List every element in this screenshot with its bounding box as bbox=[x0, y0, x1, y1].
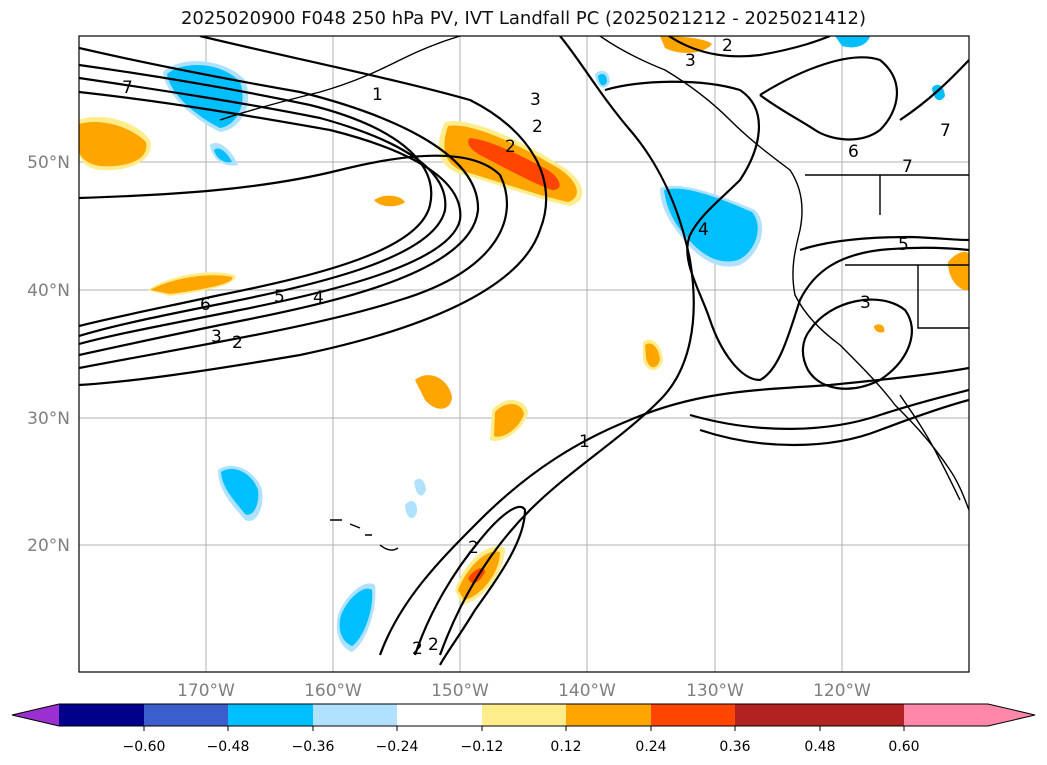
colorbar-segment bbox=[397, 704, 482, 726]
contour-label: 7 bbox=[122, 78, 133, 98]
contour-label: 5 bbox=[274, 287, 285, 307]
contour-label: 4 bbox=[698, 220, 709, 240]
contour-label: 6 bbox=[200, 295, 211, 315]
contour-label: 2 bbox=[428, 635, 439, 655]
contour-label: 3 bbox=[211, 327, 222, 347]
lon-label: 130°W bbox=[686, 681, 744, 701]
contour-label: 7 bbox=[940, 121, 951, 141]
lon-label: 170°W bbox=[177, 681, 235, 701]
contour-label-group: 7 1 3 2 2 3 2 6 7 5 4 3 6 5 4 3 2 1 2 2 … bbox=[122, 36, 951, 659]
pv-positive-anomalies bbox=[79, 36, 969, 605]
contour-label: 6 bbox=[848, 142, 859, 162]
colorbar-tick-label: 0.24 bbox=[635, 739, 666, 755]
map-title: 2025020900 F048 250 hPa PV, IVT Landfall… bbox=[180, 8, 867, 29]
colorbar-tick-label: 0.12 bbox=[550, 739, 581, 755]
contour-label: 3 bbox=[685, 51, 696, 71]
lon-label: 120°W bbox=[813, 681, 871, 701]
lat-label: 40°N bbox=[27, 281, 70, 301]
colorbar-tick-label: −0.12 bbox=[461, 739, 504, 755]
contour-label: 1 bbox=[372, 85, 383, 105]
colorbar-segment bbox=[228, 704, 313, 726]
colorbar-extension-high bbox=[988, 704, 1035, 726]
contour-label: 1 bbox=[579, 432, 590, 452]
contour-label: 2 bbox=[468, 538, 479, 558]
lon-label: 160°W bbox=[304, 681, 362, 701]
contour-label: 7 bbox=[902, 157, 913, 177]
colorbar: −0.60 −0.48 −0.36 −0.24 −0.12 0.12 0.24 … bbox=[11, 703, 1036, 755]
colorbar-tick-label: −0.24 bbox=[376, 739, 419, 755]
contour-label: 2 bbox=[412, 639, 423, 659]
colorbar-segment bbox=[820, 704, 904, 726]
lat-label: 50°N bbox=[27, 153, 70, 173]
longitude-labels: 170°W 160°W 150°W 140°W 130°W 120°W bbox=[177, 681, 871, 701]
contour-label: 2 bbox=[232, 333, 243, 353]
colorbar-tick-label: −0.48 bbox=[207, 739, 250, 755]
colorbar-tick-label: 0.60 bbox=[888, 739, 919, 755]
colorbar-extension-low bbox=[12, 704, 59, 726]
map-frame bbox=[78, 35, 970, 673]
latitude-labels: 50°N 40°N 30°N 20°N bbox=[27, 153, 70, 556]
lon-label: 150°W bbox=[431, 681, 489, 701]
lat-label: 30°N bbox=[27, 409, 70, 429]
colorbar-segment bbox=[59, 704, 144, 726]
contour-label: 2 bbox=[722, 36, 733, 56]
colorbar-segment bbox=[482, 704, 566, 726]
ivt-contours bbox=[79, 36, 969, 666]
colorbar-segment bbox=[313, 704, 397, 726]
colorbar-segment bbox=[566, 704, 651, 726]
contour-label: 3 bbox=[860, 293, 871, 313]
colorbar-tick-label: −0.36 bbox=[292, 739, 335, 755]
contour-label: 3 bbox=[530, 90, 541, 110]
map-area bbox=[79, 36, 969, 672]
contour-label: 4 bbox=[313, 288, 324, 308]
colorbar-tick-label: −0.60 bbox=[123, 739, 166, 755]
lon-label: 140°W bbox=[558, 681, 616, 701]
lat-label: 20°N bbox=[27, 536, 70, 556]
colorbar-segment bbox=[735, 704, 820, 726]
colorbar-segment bbox=[144, 704, 228, 726]
contour-label: 5 bbox=[898, 235, 909, 255]
contour-label: 2 bbox=[532, 117, 543, 137]
colorbar-tick-label: 0.48 bbox=[804, 739, 835, 755]
colorbar-segment bbox=[904, 704, 988, 726]
contour-label: 2 bbox=[505, 137, 516, 157]
colorbar-tick-label: 0.36 bbox=[719, 739, 750, 755]
colorbar-segment bbox=[651, 704, 735, 726]
